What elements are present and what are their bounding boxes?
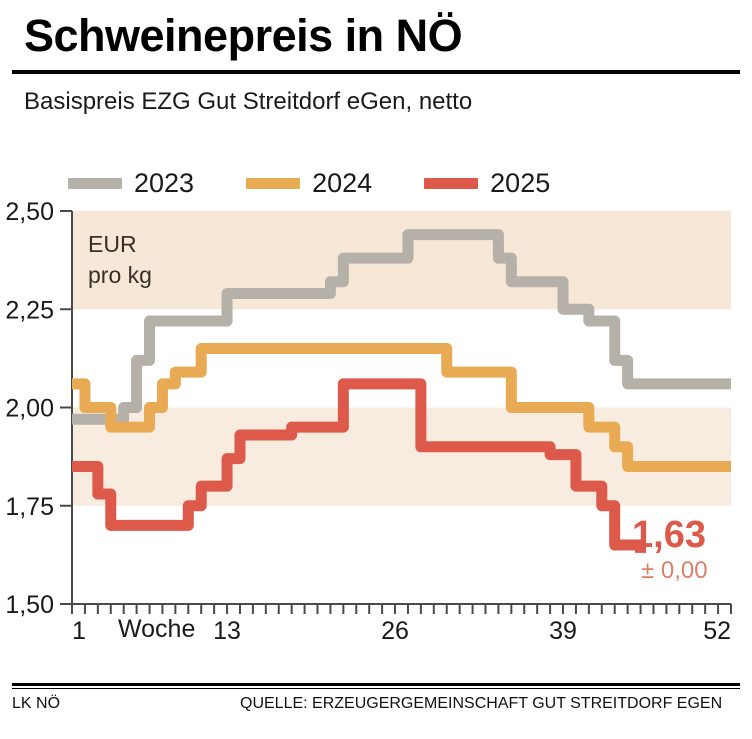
page-title: Schweinepreis in NÖ bbox=[24, 10, 463, 61]
footer-publisher: LK NÖ bbox=[12, 695, 61, 712]
x-tick-label: 39 bbox=[549, 617, 577, 645]
data-series-group bbox=[72, 229, 731, 553]
x-axis-ticks bbox=[71, 604, 732, 614]
chart-legend: 2023 2024 2025 bbox=[68, 170, 550, 197]
x-tick-label: 52 bbox=[703, 617, 731, 645]
legend-swatch-2023 bbox=[68, 178, 122, 189]
title-divider bbox=[12, 70, 740, 74]
shaded-band-1 bbox=[72, 407, 731, 506]
footer-divider-thin bbox=[12, 688, 740, 689]
legend-item-2024: 2024 bbox=[246, 170, 372, 197]
legend-label-2025: 2025 bbox=[490, 168, 551, 198]
footer-source: QUELLE: ERZEUGERGEMEINSCHAFT GUT STREITD… bbox=[240, 695, 723, 712]
callout-value: 1,63 bbox=[632, 514, 706, 556]
series-line-2023 bbox=[72, 229, 731, 425]
legend-item-2025: 2025 bbox=[424, 170, 550, 197]
line-chart-svg: 1,50 1,75 2,00 2,25 2,50 1 13 26 39 52 EUR pro k… bbox=[5, 198, 732, 645]
y-tick-label: 1,50 bbox=[5, 591, 54, 619]
chart-area: 1,50 1,75 2,00 2,25 2,50 1 13 26 39 52 EUR pro k… bbox=[5, 198, 732, 645]
y-tick-label: 1,75 bbox=[5, 493, 54, 521]
legend-item-2023: 2023 bbox=[68, 170, 194, 197]
legend-label-2023: 2023 bbox=[134, 168, 195, 198]
y-tick-label: 2,50 bbox=[5, 198, 54, 226]
shaded-bands bbox=[72, 211, 731, 506]
y-tick-label: 2,25 bbox=[5, 296, 54, 324]
legend-swatch-2025 bbox=[424, 178, 479, 189]
x-tick-label: 26 bbox=[381, 617, 409, 645]
series-line-2025 bbox=[72, 378, 647, 553]
y-axis-ticks bbox=[60, 210, 72, 605]
legend-label-2024: 2024 bbox=[312, 168, 373, 198]
page-subtitle: Basispreis EZG Gut Streitdorf eGen, nett… bbox=[24, 88, 473, 115]
unit-label-line1: EUR bbox=[88, 231, 137, 257]
y-axis-tick-labels: 1,50 1,75 2,00 2,25 2,50 bbox=[5, 198, 54, 619]
footer-divider-thick bbox=[12, 683, 740, 686]
series-line-2024 bbox=[72, 343, 731, 472]
x-tick-label: 1 bbox=[72, 617, 86, 645]
legend-swatch-2024 bbox=[246, 178, 301, 189]
x-axis-title: Woche bbox=[118, 615, 195, 643]
x-tick-label: 13 bbox=[213, 617, 241, 645]
unit-label-line2: pro kg bbox=[88, 262, 152, 288]
callout-delta: ± 0,00 bbox=[641, 557, 708, 584]
x-axis-tick-labels: 1 13 26 39 52 bbox=[72, 617, 731, 645]
y-tick-label: 2,00 bbox=[5, 395, 54, 423]
